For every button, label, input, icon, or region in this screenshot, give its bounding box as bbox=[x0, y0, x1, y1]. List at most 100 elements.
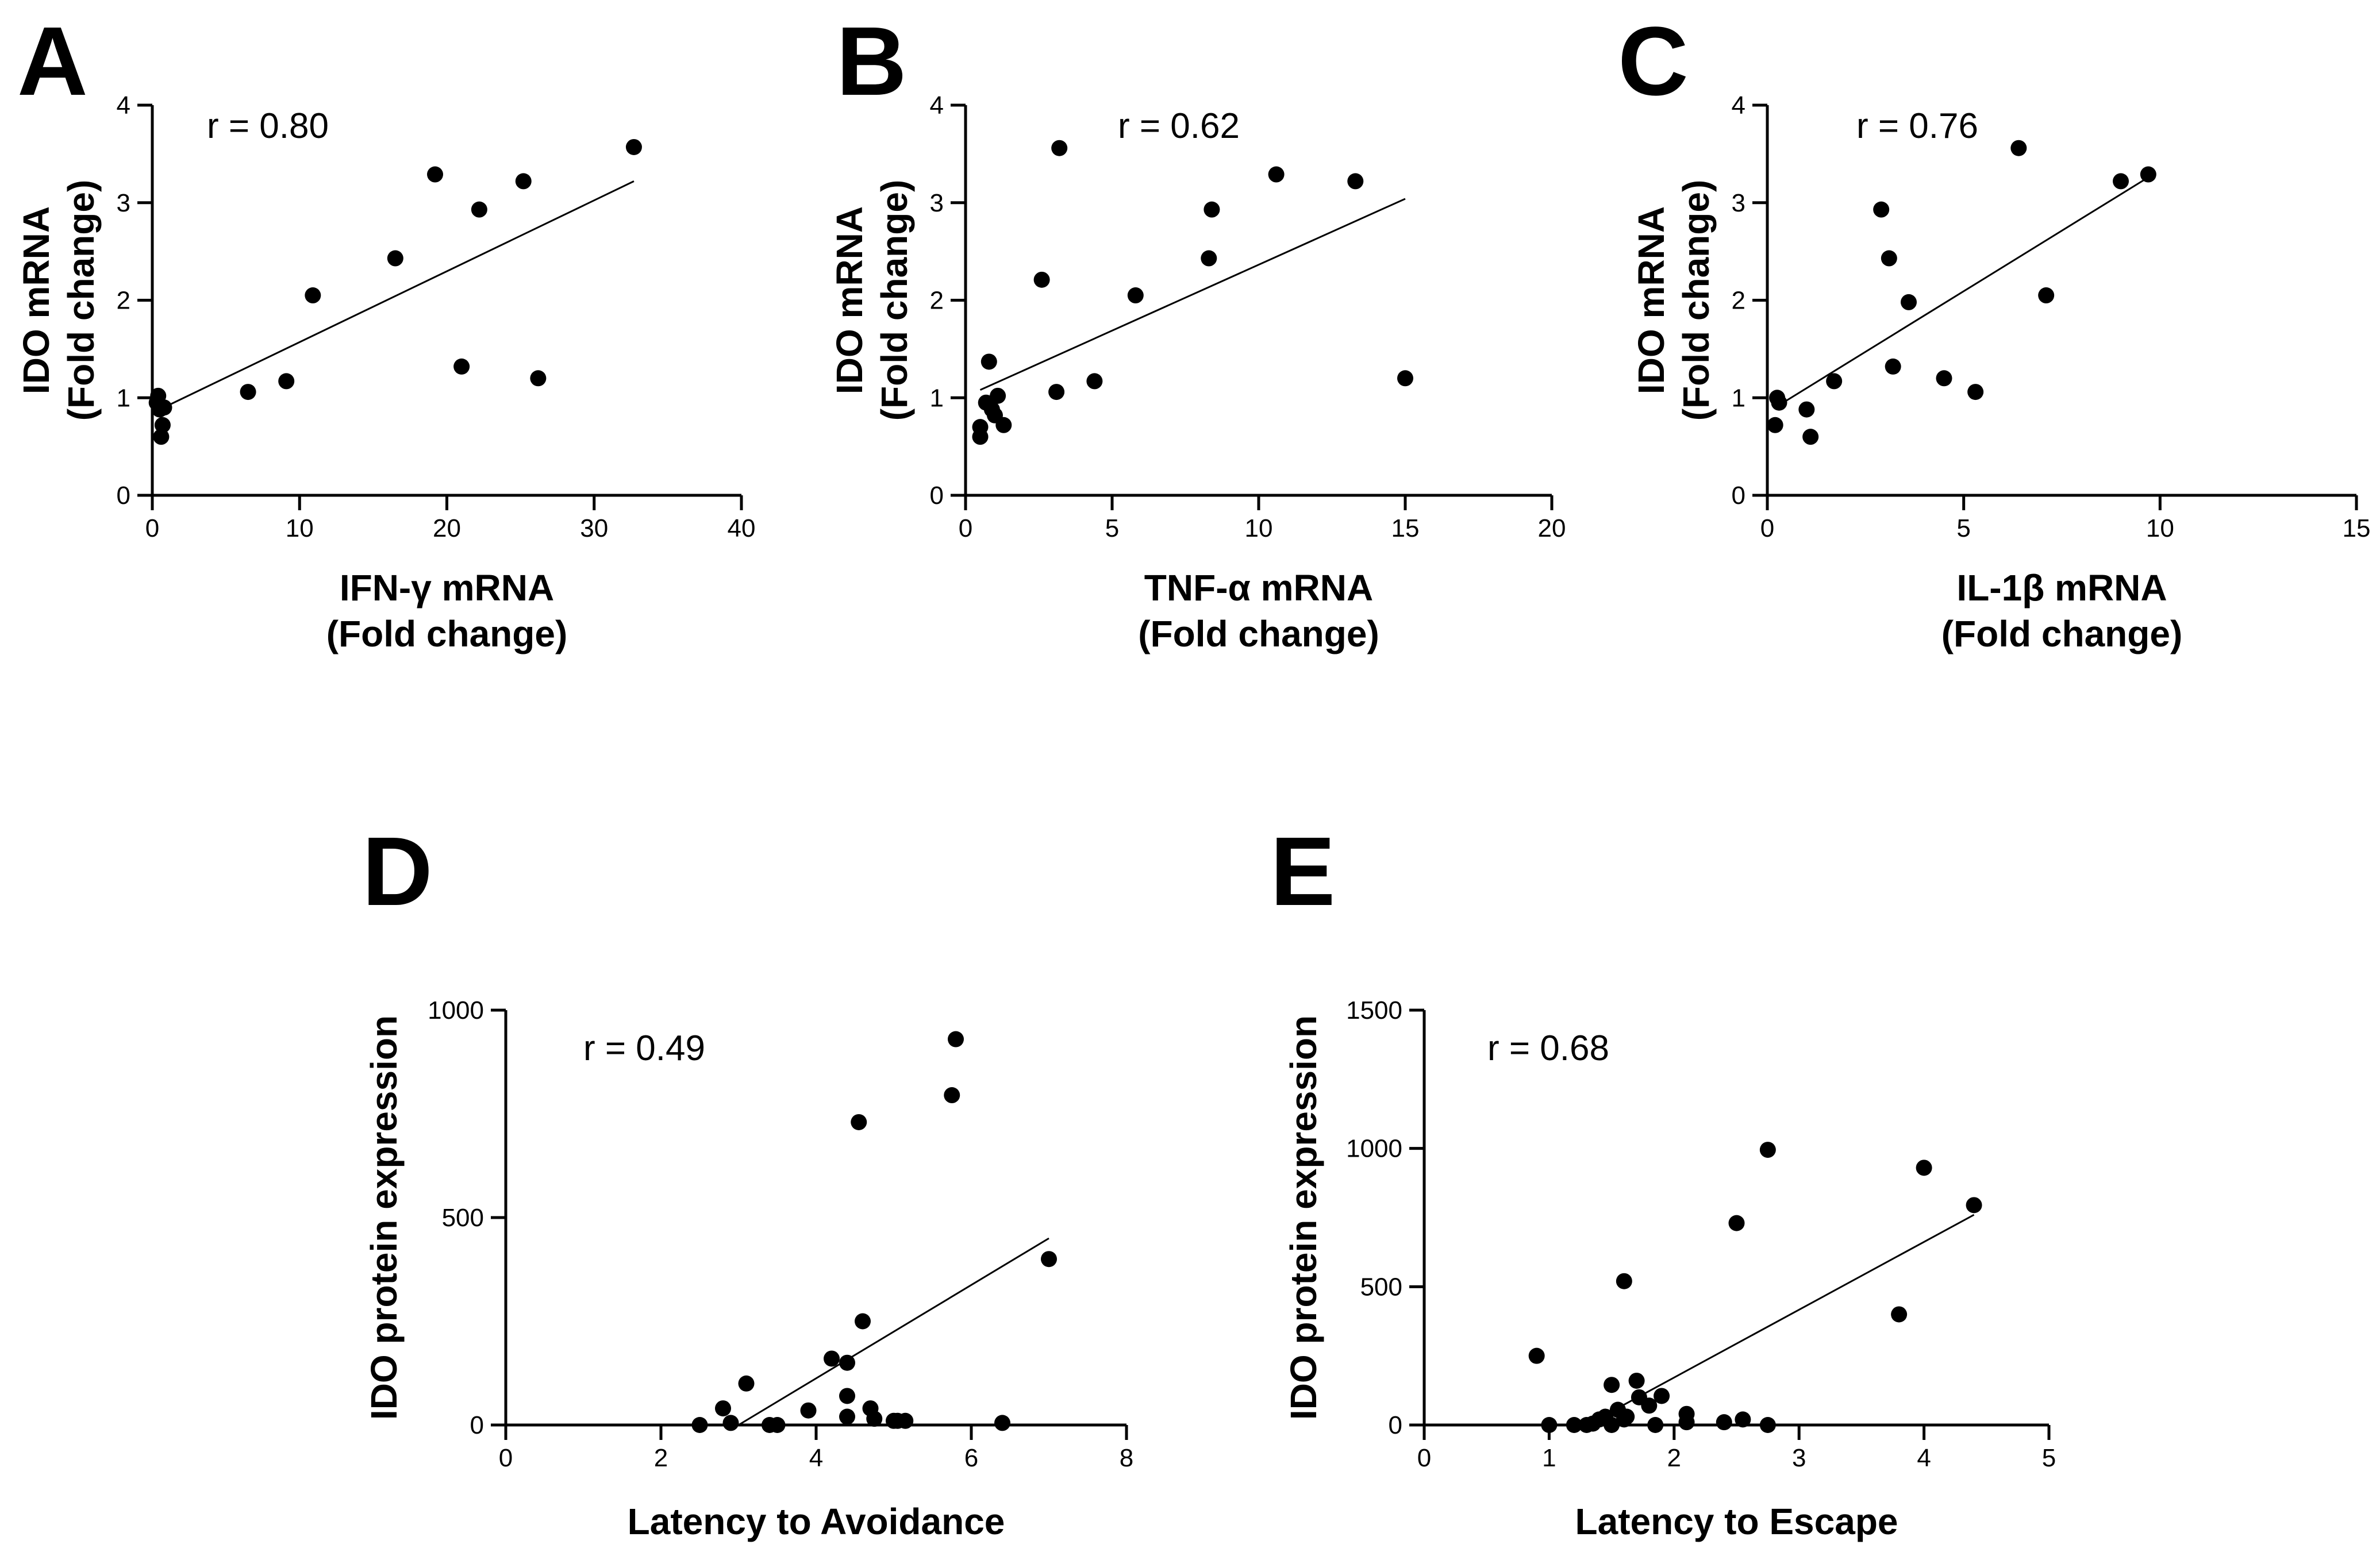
data-point bbox=[1566, 1417, 1582, 1433]
x-tick-label: 20 bbox=[433, 514, 461, 542]
data-point bbox=[625, 138, 642, 155]
data-point bbox=[824, 1350, 840, 1367]
y-tick-label: 4 bbox=[1732, 91, 1745, 120]
data-point bbox=[278, 373, 295, 390]
data-point bbox=[738, 1375, 755, 1392]
data-point bbox=[1041, 1251, 1057, 1268]
x-tick-label: 5 bbox=[2042, 1444, 2056, 1472]
y-tick-label: 0 bbox=[1389, 1411, 1402, 1439]
data-point bbox=[981, 353, 997, 370]
y-axis-title: (Fold change) bbox=[874, 180, 915, 421]
data-point bbox=[1916, 1160, 1932, 1176]
y-tick-label: 2 bbox=[930, 287, 944, 315]
data-point bbox=[453, 358, 470, 375]
data-point bbox=[240, 384, 256, 400]
x-tick-label: 0 bbox=[959, 514, 972, 542]
data-point bbox=[1771, 394, 1787, 411]
y-tick-label: 1 bbox=[1732, 384, 1745, 412]
data-point bbox=[1647, 1417, 1664, 1433]
x-tick-label: 10 bbox=[2146, 514, 2174, 542]
panel-c: C 0 5 10 15 0 1 2 3 4 r = 0.76 IL-1β mRNA (Fold chan… bbox=[1618, 7, 2370, 654]
y-tick-label: 1 bbox=[930, 384, 944, 412]
panel-a: A 0 10 20 30 40 0 1 2 3 4 r = 0.80 IFN-γ mRNA (Fold c… bbox=[16, 7, 755, 654]
y-tick-label: 3 bbox=[117, 189, 130, 217]
x-tick-label: 10 bbox=[286, 514, 314, 542]
x-tick-label: 5 bbox=[1105, 514, 1119, 542]
x-tick-label: 5 bbox=[1956, 514, 1970, 542]
data-point bbox=[387, 250, 403, 267]
panel-d: D 0 2 4 6 8 0 500 1000 r = 0.49 Latency to Avoidan… bbox=[362, 817, 1133, 1542]
y-tick-label: 2 bbox=[117, 287, 130, 315]
data-point bbox=[1873, 201, 1890, 218]
y-tick-label: 4 bbox=[117, 91, 130, 120]
data-point bbox=[2140, 166, 2156, 183]
data-point bbox=[1966, 1197, 1982, 1214]
data-point bbox=[305, 287, 321, 304]
x-tick-label: 3 bbox=[1792, 1444, 1806, 1472]
x-tick-label: 10 bbox=[1245, 514, 1273, 542]
x-tick-label: 2 bbox=[654, 1444, 668, 1472]
data-point bbox=[1528, 1347, 1545, 1364]
regression-line bbox=[1774, 176, 2149, 409]
regression-line bbox=[1586, 1214, 1975, 1426]
data-point bbox=[866, 1411, 883, 1427]
x-axis-title: Latency to Avoidance bbox=[628, 1501, 1005, 1542]
y-axis-title: IDO mRNA bbox=[1631, 206, 1672, 394]
correlation-label: r = 0.49 bbox=[583, 1029, 705, 1068]
x-tick-label: 0 bbox=[1417, 1444, 1431, 1472]
data-point bbox=[1397, 370, 1413, 387]
data-point bbox=[1618, 1408, 1635, 1425]
x-tick-label: 0 bbox=[145, 514, 159, 542]
data-point bbox=[1654, 1388, 1670, 1404]
data-point bbox=[1728, 1215, 1745, 1231]
data-point bbox=[1767, 417, 1783, 433]
y-tick-label: 0 bbox=[1732, 482, 1745, 510]
y-tick-label: 3 bbox=[930, 189, 944, 217]
panel-letter: D bbox=[362, 817, 433, 926]
y-tick-label: 500 bbox=[442, 1204, 484, 1232]
data-point bbox=[530, 370, 547, 387]
regression-line bbox=[159, 180, 635, 410]
panel-letter: A bbox=[17, 7, 88, 116]
y-tick-label: 0 bbox=[117, 482, 130, 510]
y-tick-label: 2 bbox=[1732, 287, 1745, 315]
y-axis-title: IDO protein expression bbox=[1283, 1015, 1324, 1420]
data-point bbox=[800, 1402, 817, 1419]
x-tick-label: 4 bbox=[809, 1444, 823, 1472]
y-axis-title: (Fold change) bbox=[1675, 180, 1717, 421]
data-point bbox=[839, 1408, 855, 1425]
data-point bbox=[2038, 287, 2055, 304]
correlation-label: r = 0.68 bbox=[1487, 1029, 1609, 1068]
data-point bbox=[427, 166, 443, 183]
x-tick-label: 30 bbox=[580, 514, 608, 542]
data-point bbox=[1716, 1414, 1732, 1431]
x-axis-title: (Fold change) bbox=[1941, 613, 2183, 654]
y-tick-label: 0 bbox=[470, 1411, 484, 1439]
data-point bbox=[1678, 1405, 1695, 1422]
correlation-label: r = 0.62 bbox=[1118, 106, 1240, 146]
y-axis-title: IDO mRNA bbox=[16, 206, 57, 394]
data-point bbox=[1885, 358, 1901, 375]
data-point bbox=[1802, 429, 1819, 445]
x-tick-label: 6 bbox=[964, 1444, 978, 1472]
data-point bbox=[722, 1415, 739, 1431]
y-tick-label: 1000 bbox=[1346, 1135, 1402, 1163]
x-axis-title: (Fold change) bbox=[326, 613, 568, 654]
data-point bbox=[1268, 166, 1285, 183]
regression-line bbox=[979, 198, 1406, 391]
data-point bbox=[1628, 1372, 1645, 1389]
data-point bbox=[2113, 173, 2129, 190]
y-tick-label: 1000 bbox=[428, 996, 484, 1025]
data-point bbox=[1616, 1273, 1632, 1289]
data-point bbox=[154, 417, 171, 433]
data-point bbox=[944, 1087, 960, 1104]
x-tick-label: 15 bbox=[1391, 514, 1420, 542]
data-point bbox=[1127, 287, 1144, 304]
y-tick-label: 3 bbox=[1732, 189, 1745, 217]
data-point bbox=[1604, 1417, 1620, 1433]
y-axis-title: IDO mRNA bbox=[829, 206, 870, 394]
data-point bbox=[897, 1412, 914, 1429]
data-point bbox=[1541, 1417, 1558, 1433]
x-axis-title: IFN-γ mRNA bbox=[340, 567, 554, 608]
